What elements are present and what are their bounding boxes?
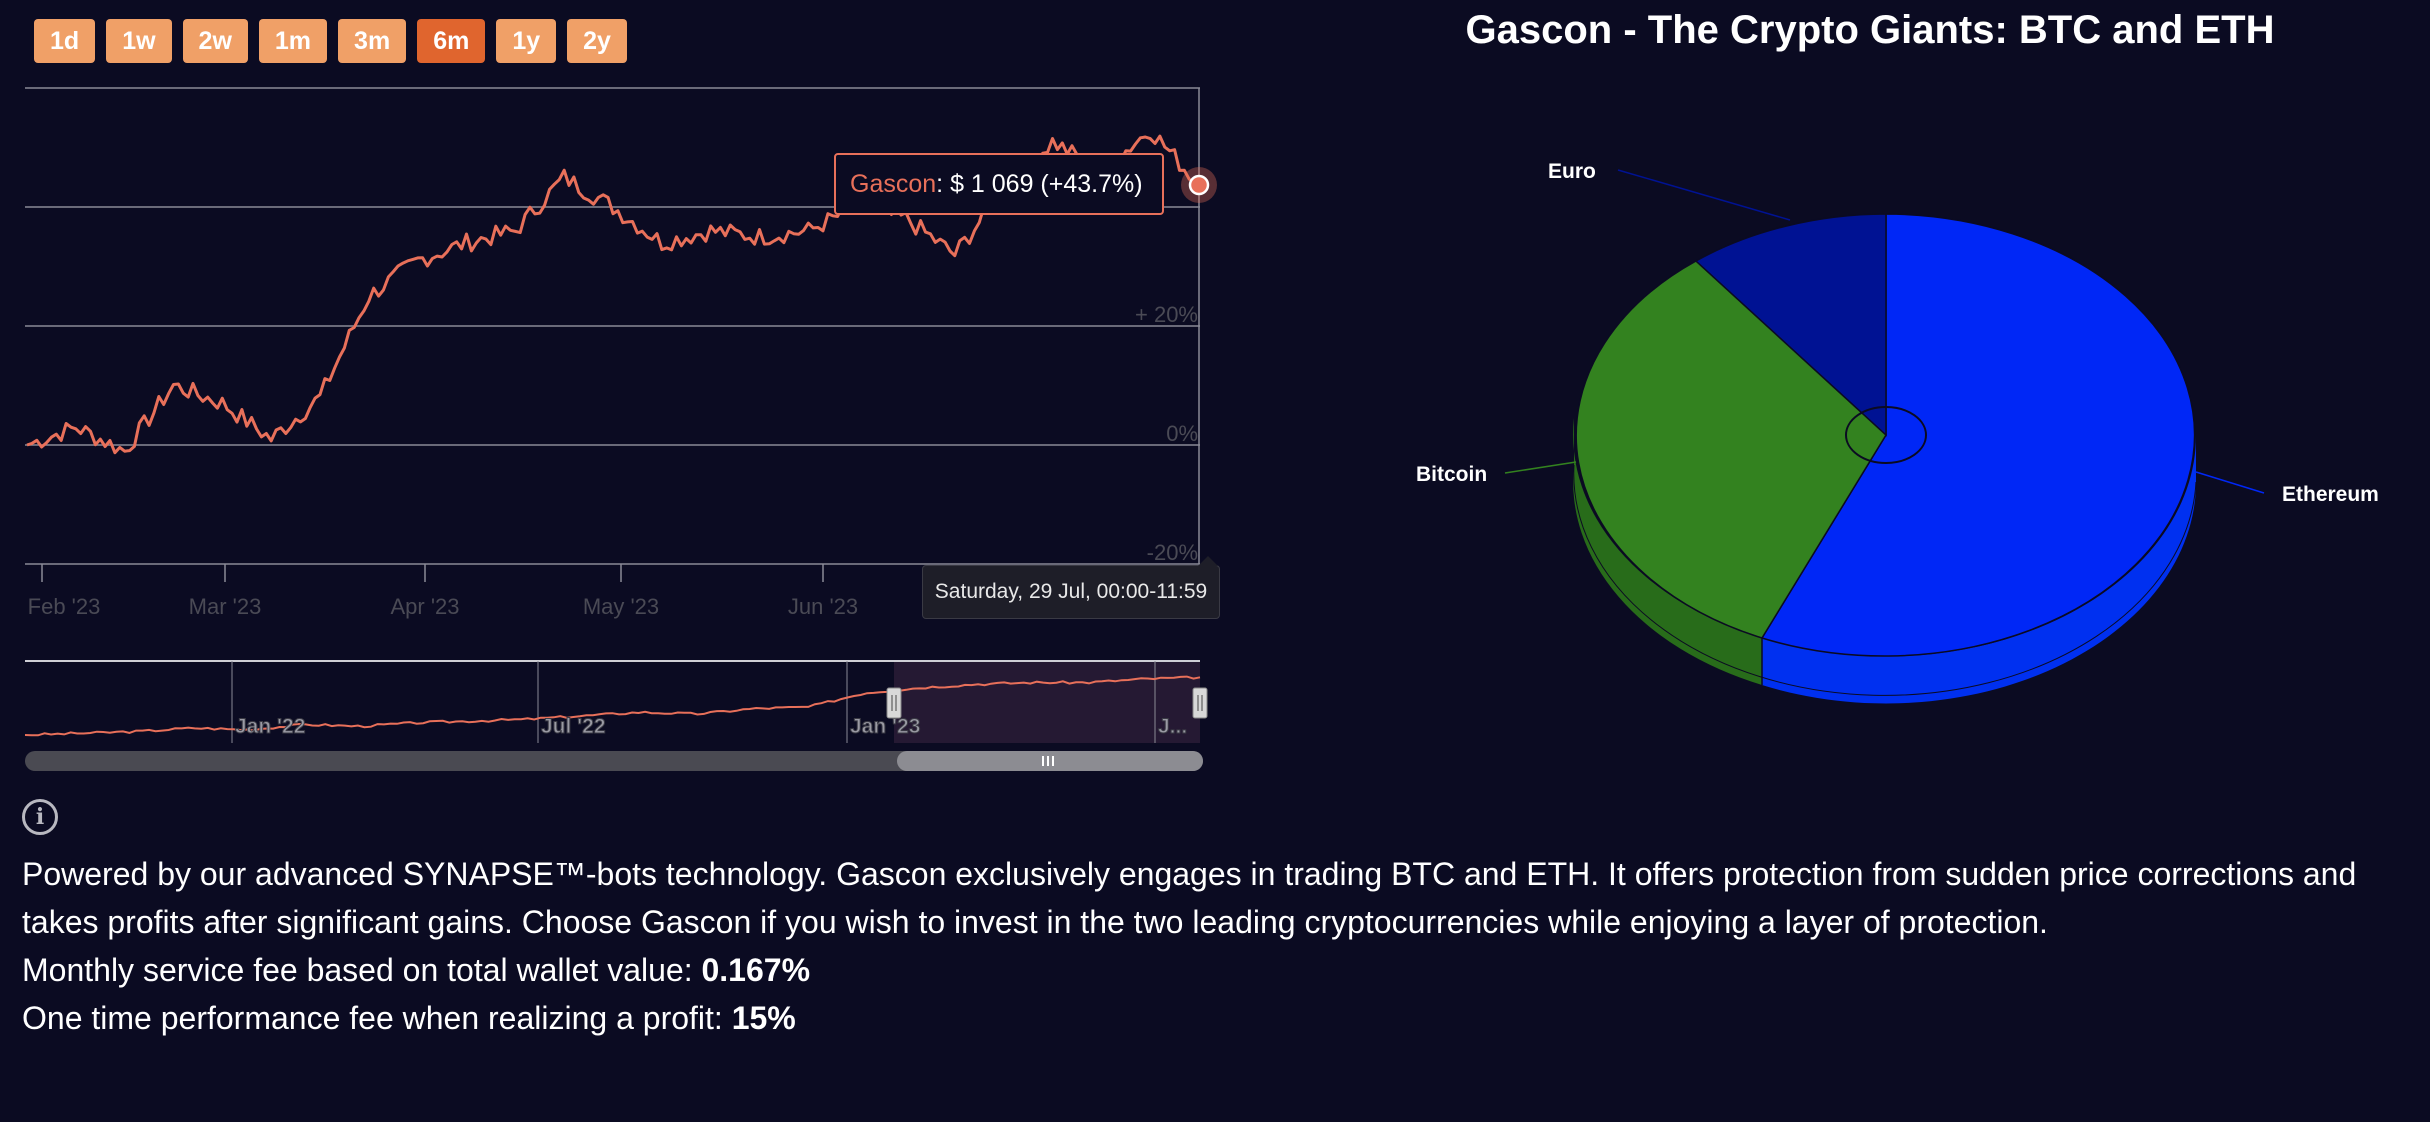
navigator-series-line bbox=[24, 675, 1201, 737]
performance-fee-label: One time performance fee when realizing … bbox=[22, 1000, 732, 1036]
navigator-tick-label: Jul '22 bbox=[541, 715, 606, 738]
navigator-handle-right[interactable] bbox=[1192, 687, 1208, 719]
monthly-fee-line: Monthly service fee based on total walle… bbox=[22, 946, 2402, 994]
pie-slice-ethereum[interactable] bbox=[1760, 213, 2196, 657]
info-icon[interactable]: i bbox=[22, 799, 58, 835]
pie-slice-ethereum-side bbox=[1762, 435, 2197, 704]
pie-label-ethereum: Ethereum bbox=[2282, 483, 2379, 506]
tooltip-series-name: Gascon bbox=[850, 170, 937, 198]
euro-connector bbox=[1617, 169, 1791, 221]
pie-slice-euro[interactable] bbox=[1694, 213, 1887, 437]
date-tooltip: Saturday, 29 Jul, 00:00-11:59 bbox=[922, 556, 1220, 619]
scrollbar-grip-icon bbox=[1042, 756, 1054, 766]
x-tick-label: Feb '23 bbox=[28, 594, 101, 619]
performance-line-chart[interactable]: + 20% 0% -20% Feb '23 Mar '23 Apr '23 Ma… bbox=[0, 70, 1240, 630]
monthly-fee-value: 0.167% bbox=[701, 952, 811, 988]
y-tick-label: -20% bbox=[1147, 540, 1198, 565]
pie-label-bitcoin: Bitcoin bbox=[1416, 463, 1487, 486]
y-tick-label: + 20% bbox=[1135, 302, 1198, 327]
navigator-scrollbar-thumb[interactable] bbox=[897, 751, 1203, 771]
performance-fee-value: 15% bbox=[731, 1000, 796, 1036]
tooltip-value: : $ 1 069 (+43.7%) bbox=[936, 170, 1143, 198]
performance-fee-line: One time performance fee when realizing … bbox=[22, 994, 2402, 1042]
range-navigator[interactable]: Jan '22 Jul '22 Jan '23 J... bbox=[0, 655, 1240, 775]
x-tick-label: Apr '23 bbox=[390, 594, 459, 619]
range-3m-button[interactable]: 3m bbox=[338, 19, 407, 63]
range-1m-button[interactable]: 1m bbox=[258, 19, 328, 63]
ethereum-connector bbox=[2195, 471, 2265, 494]
description-text: Powered by our advanced SYNAPSE™-bots te… bbox=[22, 856, 2357, 940]
range-2y-button[interactable]: 2y bbox=[567, 19, 627, 63]
range-2w-button[interactable]: 2w bbox=[182, 19, 248, 63]
y-tick-label: 0% bbox=[1166, 421, 1198, 446]
pie-bottom-outline bbox=[1573, 464, 2197, 696]
navigator-handle-left[interactable] bbox=[886, 687, 902, 719]
pie-chart-title: Gascon - The Crypto Giants: BTC and ETH bbox=[1465, 8, 2275, 52]
range-6m-button[interactable]: 6m bbox=[417, 19, 486, 63]
allocation-pie-chart[interactable]: Euro Bitcoin Ethereum bbox=[1340, 80, 2410, 740]
pie-label-euro: Euro bbox=[1548, 160, 1596, 183]
pie-slice-bitcoin-side bbox=[1573, 418, 1762, 685]
x-tick-label: May '23 bbox=[583, 594, 659, 619]
navigator-tick-label: Jan '23 bbox=[850, 715, 920, 738]
hover-marker bbox=[1188, 174, 1210, 196]
navigator-selected-range[interactable] bbox=[894, 661, 1200, 743]
bitcoin-connector bbox=[1504, 461, 1577, 474]
monthly-fee-label: Monthly service fee based on total walle… bbox=[22, 952, 702, 988]
navigator-tick-label: Jan '22 bbox=[235, 715, 305, 738]
x-tick-label: Mar '23 bbox=[189, 594, 262, 619]
pie-center-ring bbox=[1845, 406, 1927, 464]
navigator-tick-label: J... bbox=[1158, 715, 1187, 738]
pie-slice-bitcoin[interactable] bbox=[1575, 260, 1887, 639]
strategy-description: Powered by our advanced SYNAPSE™-bots te… bbox=[22, 850, 2402, 1042]
range-1d-button[interactable]: 1d bbox=[34, 19, 96, 63]
x-tick-label: Jun '23 bbox=[788, 594, 858, 619]
range-selector: 1d 1w 2w 1m 3m 6m 1y 2y bbox=[34, 19, 627, 63]
value-tooltip: Gascon: $ 1 069 (+43.7%) bbox=[834, 153, 1164, 215]
range-1y-button[interactable]: 1y bbox=[496, 19, 557, 63]
range-1w-button[interactable]: 1w bbox=[106, 19, 172, 63]
